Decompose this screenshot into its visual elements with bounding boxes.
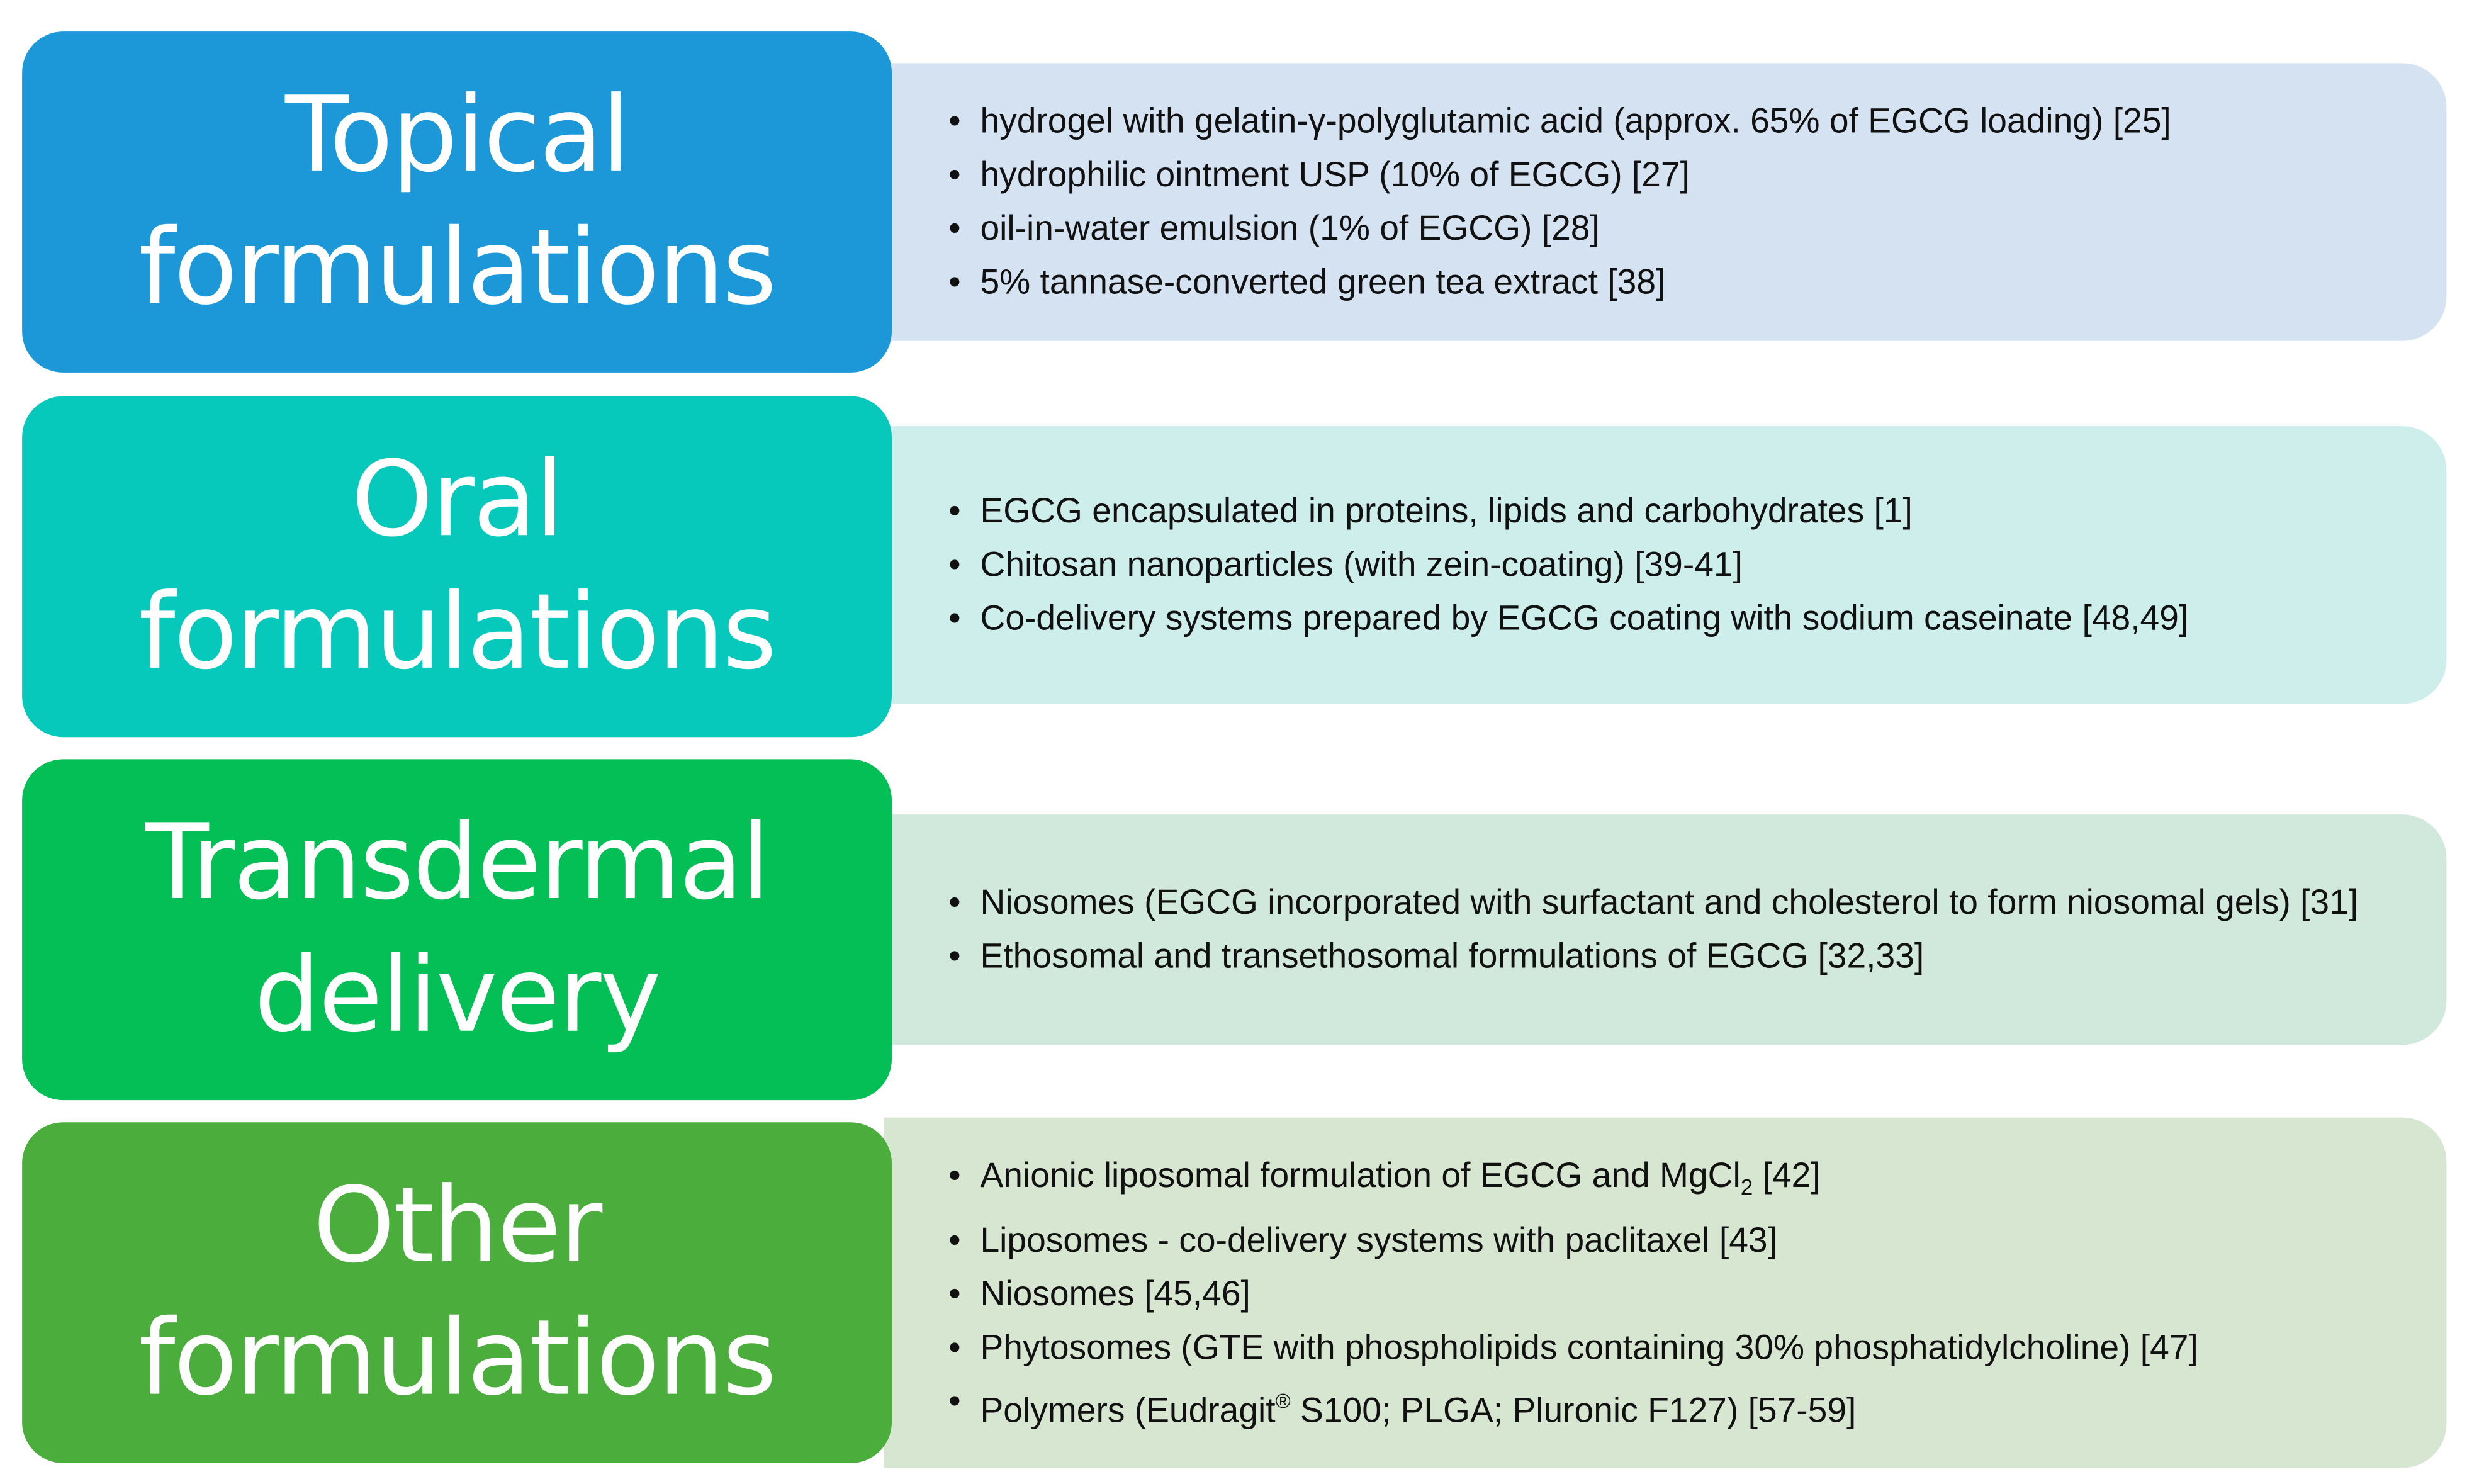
category-label: delivery <box>254 934 661 1056</box>
category-label: formulations <box>138 1297 777 1419</box>
list-item: Phytosomes (GTE with phospholipids conta… <box>948 1320 2198 1374</box>
list-item: hydrogel with gelatin-γ-polyglutamic aci… <box>948 94 2171 148</box>
list-item: Niosomes (EGCG incorporated with surfact… <box>948 876 2359 930</box>
item-list: hydrogel with gelatin-γ-polyglutamic aci… <box>884 94 2234 309</box>
item-text: Niosomes [45,46] <box>980 1273 1250 1313</box>
item-text: EGCG encapsulated in proteins, lipids an… <box>980 490 1913 531</box>
item-list: Anionic liposomal formulation of EGCG an… <box>884 1149 2261 1437</box>
list-item: Co-delivery systems prepared by EGCG coa… <box>948 592 2189 645</box>
category-label: formulations <box>138 571 777 694</box>
item-list: Niosomes (EGCG incorporated with surfact… <box>884 876 2437 984</box>
category-label: Topical <box>284 74 631 196</box>
item-list: EGCG encapsulated in proteins, lipids an… <box>884 485 2251 646</box>
item-text: 5% tannase-converted green tea extract [… <box>980 262 1666 302</box>
item-panel: EGCG encapsulated in proteins, lipids an… <box>884 426 2447 704</box>
list-item: EGCG encapsulated in proteins, lipids an… <box>948 485 2188 538</box>
item-text: hydrophilic ointment USP (10% of EGCG) [… <box>980 154 1690 194</box>
list-item: Anionic liposomal formulation of EGCG an… <box>948 1149 2198 1213</box>
category-box: Oral formulations <box>22 396 892 738</box>
item-panel: Anionic liposomal formulation of EGCG an… <box>884 1117 2447 1468</box>
category-box: Topical formulations <box>22 31 892 373</box>
item-text: Co-delivery systems prepared by EGCG coa… <box>980 598 2189 638</box>
item-text: [42] <box>1753 1154 1821 1195</box>
item-text: Phytosomes (GTE with phospholipids conta… <box>980 1326 2198 1366</box>
item-text: Polymers (Eudragit <box>980 1390 1276 1429</box>
item-panel: hydrogel with gelatin-γ-polyglutamic aci… <box>884 63 2447 341</box>
list-item: 5% tannase-converted green tea extract [… <box>948 256 2171 309</box>
item-text: hydrogel with gelatin-γ-polyglutamic aci… <box>980 101 2171 141</box>
list-item: Chitosan nanoparticles (with zein-coatin… <box>948 538 2188 592</box>
category-label: Oral <box>351 439 564 561</box>
list-item: Niosomes [45,46] <box>948 1267 2198 1320</box>
list-item: Liposomes - co-delivery systems with pac… <box>948 1213 2198 1266</box>
item-text: Anionic liposomal formulation of EGCG an… <box>980 1154 1741 1195</box>
item-text: Ethosomal and transethosomal formulation… <box>980 936 1925 975</box>
subscript: 2 <box>1740 1173 1753 1199</box>
category-label: Transdermal <box>145 802 770 924</box>
item-panel: Niosomes (EGCG incorporated with surfact… <box>884 814 2447 1045</box>
category-box: Other formulations <box>22 1122 892 1463</box>
superscript: ® <box>1275 1388 1291 1412</box>
list-item: Ethosomal and transethosomal formulation… <box>948 930 2358 983</box>
item-text: S100; PLGA; Pluronic F127) [57-59] <box>1290 1390 1857 1429</box>
item-text: Chitosan nanoparticles (with zein-coatin… <box>980 544 1743 584</box>
category-label: Other <box>313 1164 602 1287</box>
list-item: Polymers (Eudragit® S100; PLGA; Pluronic… <box>948 1374 2198 1437</box>
list-item: oil-in-water emulsion (1% of EGCG) [28] <box>948 202 2171 256</box>
item-text: Niosomes (EGCG incorporated with surfact… <box>980 882 2359 922</box>
category-box: Transdermal delivery <box>22 759 892 1101</box>
list-item: hydrophilic ointment USP (10% of EGCG) [… <box>948 149 2171 202</box>
item-text: oil-in-water emulsion (1% of EGCG) [28] <box>980 208 1600 248</box>
item-text: Liposomes - co-delivery systems with pac… <box>980 1219 1777 1259</box>
category-label: formulations <box>138 206 777 329</box>
